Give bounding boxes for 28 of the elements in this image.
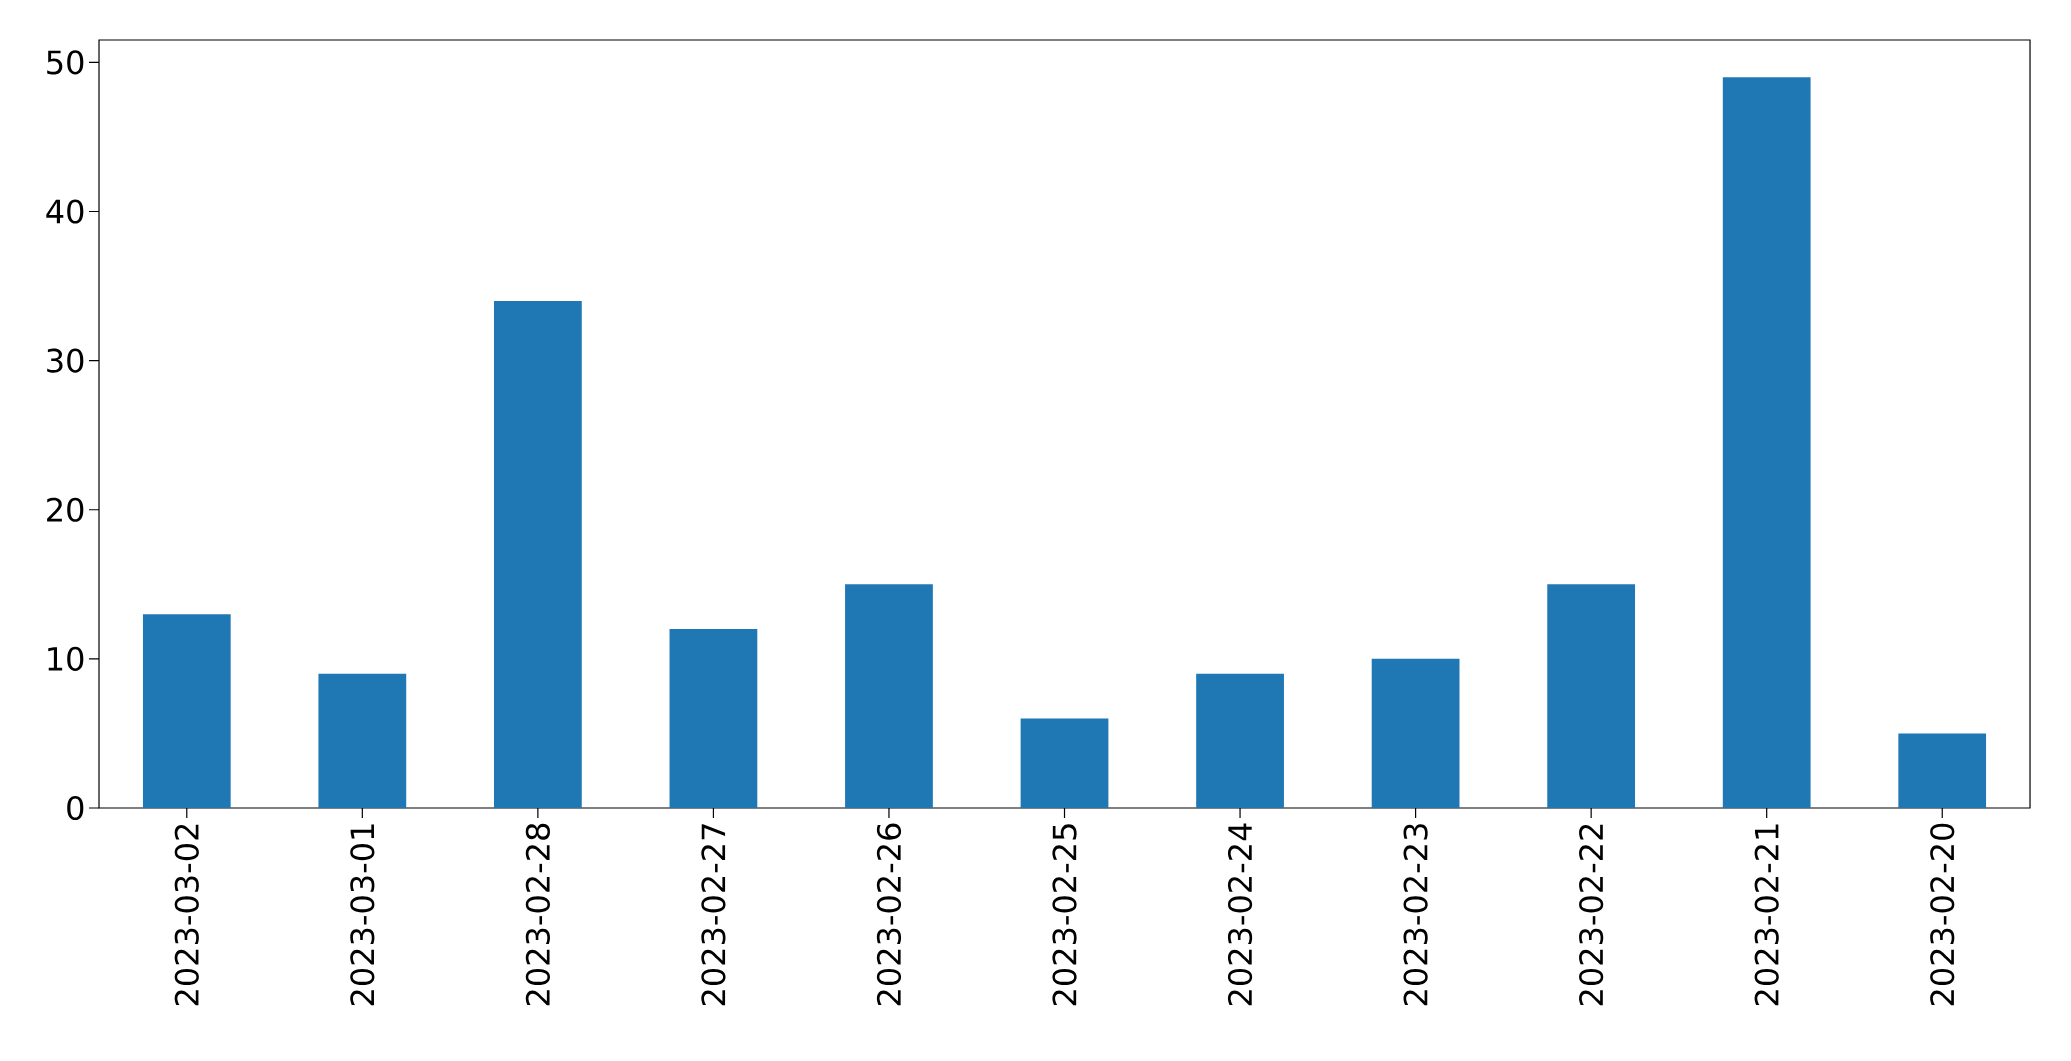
- y-tick-label: 20: [47, 497, 84, 522]
- bar: [142, 614, 231, 808]
- x-tick-label: 2023-02-26: [876, 823, 902, 1006]
- x-tick-label: 2023-03-02: [174, 824, 199, 1006]
- x-tick-label: 2023-02-22: [1579, 824, 1604, 1006]
- bar: [1547, 584, 1636, 808]
- bar: [1196, 673, 1284, 808]
- x-tick-label: 2023-02-24: [1227, 823, 1253, 1006]
- y-tick-label: 0: [67, 795, 84, 821]
- bar: [1722, 77, 1811, 808]
- y-tick-label: 40: [46, 199, 84, 224]
- x-tick-label: 2023-02-21: [1754, 824, 1779, 1006]
- x-tick-label: 2023-02-20: [1930, 823, 1955, 1006]
- x-tick-label: 2023-02-23: [1403, 824, 1428, 1006]
- x-tick-label: 2023-02-27: [701, 824, 726, 1006]
- y-tick-label: 10: [48, 646, 84, 671]
- bar: [1898, 733, 1987, 808]
- y-tick-label: 30: [47, 348, 84, 373]
- x-tick-label: 2023-03-01: [350, 824, 375, 1006]
- y-tick-label: 50: [47, 50, 84, 75]
- x-tick-label: 2023-02-25: [1052, 824, 1077, 1006]
- bar: [318, 673, 407, 808]
- bar: [845, 584, 933, 808]
- x-tick-label: 2023-02-28: [525, 823, 550, 1006]
- bar: [1020, 718, 1109, 808]
- bar: [669, 629, 758, 808]
- bar: [493, 300, 582, 808]
- bar: [1371, 658, 1460, 808]
